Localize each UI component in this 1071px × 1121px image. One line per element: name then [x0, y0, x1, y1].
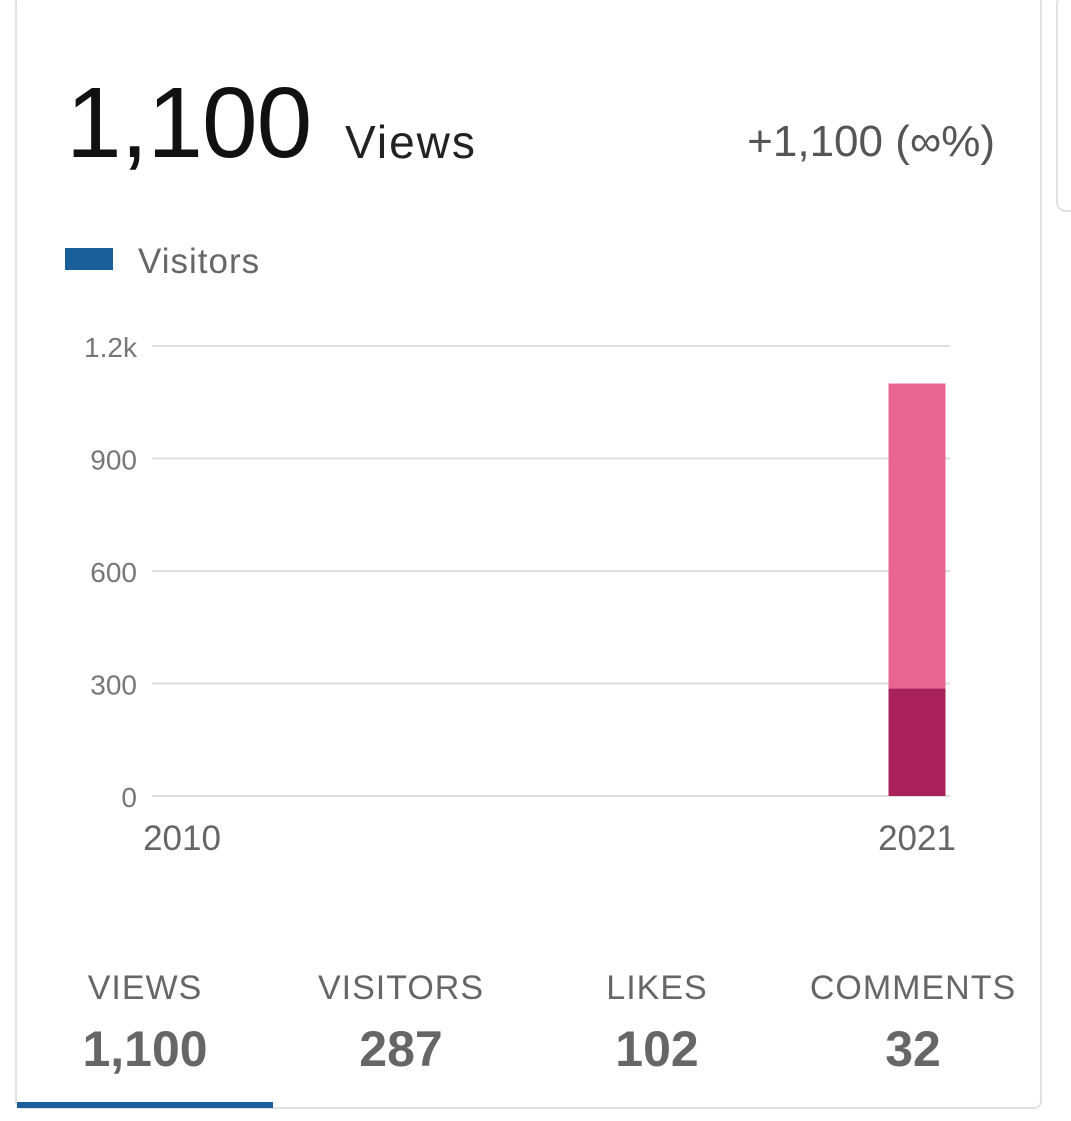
tab-likes-label: LIKES: [606, 969, 708, 1007]
x-tick-label: 2021: [878, 819, 956, 858]
stats-tabs: VIEWS 1,100 VISITORS 287 LIKES 102 COMME…: [17, 962, 1041, 1112]
y-tick-label: 1.2k: [84, 332, 138, 363]
tab-comments-label: COMMENTS: [809, 969, 1017, 1007]
tab-visitors[interactable]: VISITORS 287: [273, 962, 529, 1112]
tab-likes[interactable]: LIKES 102: [529, 962, 785, 1112]
adjacent-card-edge: [1056, 0, 1071, 212]
tab-views-label: VIEWS: [87, 969, 203, 1007]
x-tick-label: 2010: [143, 819, 221, 858]
y-tick-label: 900: [90, 445, 137, 476]
tab-comments[interactable]: COMMENTS 32: [785, 962, 1041, 1112]
bar-segment: [888, 688, 946, 796]
y-tick-label: 300: [90, 670, 137, 701]
total-views-unit: Views: [345, 116, 477, 168]
stats-card: [15, 0, 1042, 1109]
y-tick-label: 0: [121, 782, 137, 813]
tab-likes-value: 102: [615, 1021, 699, 1077]
change-indicator: +1,100 (∞%): [747, 117, 995, 166]
bar-chart: 0 300 600 900 1.2k 2010 2021: [84, 332, 956, 858]
legend-swatch: [65, 248, 113, 270]
tab-visitors-label: VISITORS: [317, 969, 485, 1007]
tab-views-value: 1,100: [82, 1021, 208, 1077]
active-tab-indicator: [17, 1102, 273, 1108]
tab-comments-value: 32: [885, 1021, 941, 1077]
bar-segment: [888, 383, 946, 689]
legend-label: Visitors: [138, 242, 261, 281]
tab-views[interactable]: VIEWS 1,100: [17, 962, 273, 1112]
tab-visitors-value: 287: [359, 1021, 443, 1077]
total-views-value: 1,100: [66, 67, 312, 179]
y-tick-label: 600: [90, 557, 137, 588]
